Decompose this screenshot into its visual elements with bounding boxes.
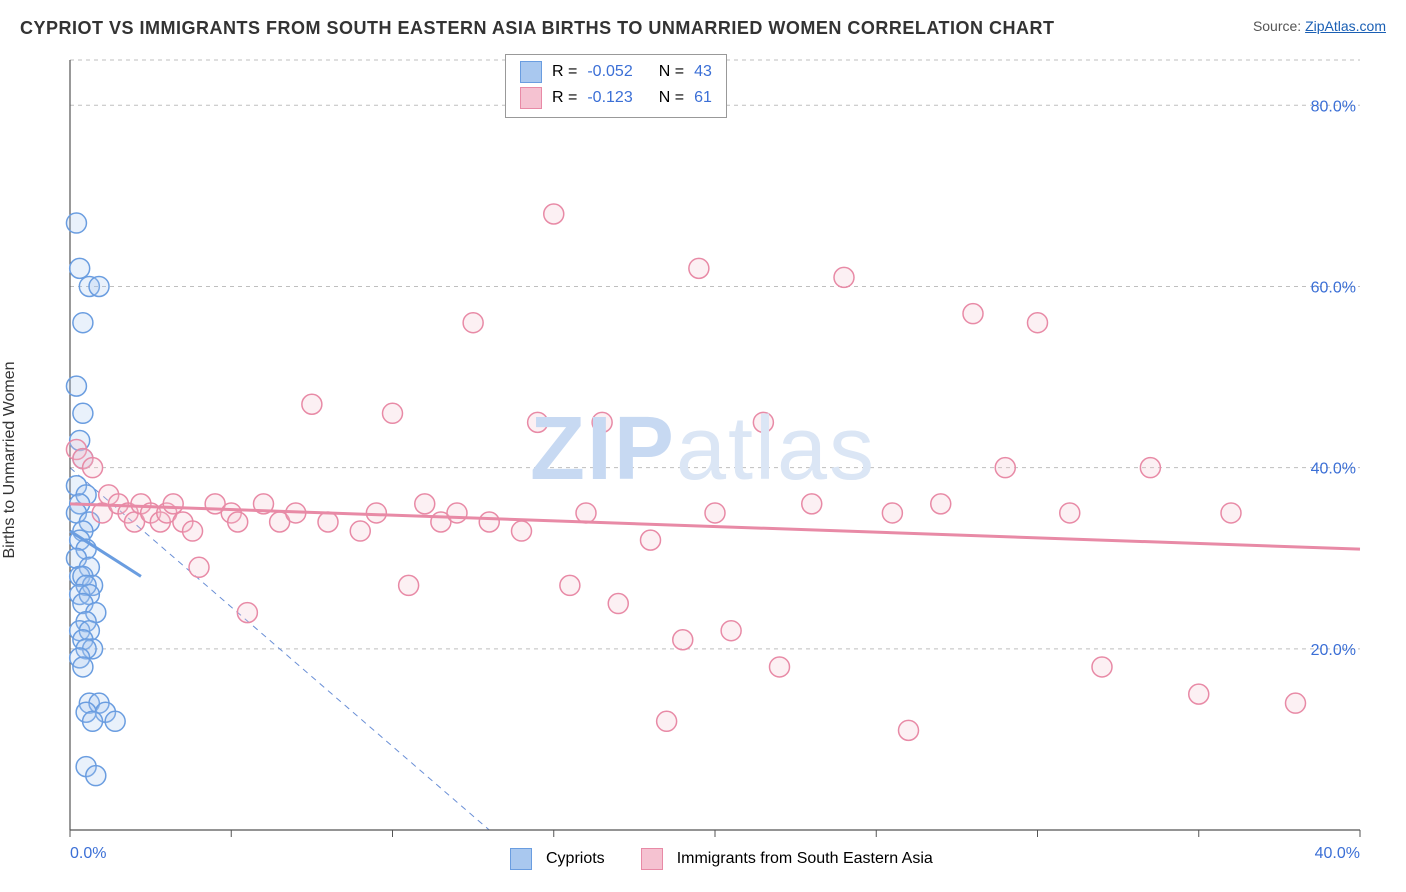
n-label-0: N =	[659, 63, 684, 81]
chart-area: Births to Unmarried Women ZIPatlas R = -…	[20, 50, 1386, 870]
bottom-swatch-0	[510, 848, 532, 870]
correlation-legend: R = -0.052 N = 43 R = -0.123 N = 61	[505, 54, 727, 118]
svg-text:40.0%: 40.0%	[1315, 845, 1360, 862]
source-prefix: Source:	[1253, 18, 1305, 34]
legend-row-0: R = -0.052 N = 43	[520, 59, 712, 85]
r-value-0: -0.052	[587, 63, 632, 81]
n-value-0: 43	[694, 63, 712, 81]
scatter-chart: 0.0% 40.0% 20.0% 40.0% 60.0% 80.0%	[20, 50, 1386, 870]
r-value-1: -0.123	[587, 89, 632, 107]
y-axis-title: Births to Unmarried Women	[1, 361, 19, 558]
svg-text:0.0%: 0.0%	[70, 845, 106, 862]
svg-text:60.0%: 60.0%	[1311, 279, 1356, 296]
bottom-label-1: Immigrants from South Eastern Asia	[677, 850, 933, 868]
series-legend: Cypriots Immigrants from South Eastern A…	[510, 848, 933, 870]
svg-text:80.0%: 80.0%	[1311, 98, 1356, 115]
legend-swatch-0	[520, 61, 542, 83]
chart-title: CYPRIOT VS IMMIGRANTS FROM SOUTH EASTERN…	[20, 18, 1055, 39]
page-root: CYPRIOT VS IMMIGRANTS FROM SOUTH EASTERN…	[0, 0, 1406, 892]
legend-row-1: R = -0.123 N = 61	[520, 85, 712, 111]
r-label-0: R =	[552, 63, 577, 81]
n-label-1: N =	[659, 89, 684, 107]
source-attribution: Source: ZipAtlas.com	[1253, 18, 1386, 34]
source-link[interactable]: ZipAtlas.com	[1305, 18, 1386, 34]
legend-swatch-1	[520, 87, 542, 109]
bottom-swatch-1	[641, 848, 663, 870]
n-value-1: 61	[694, 89, 712, 107]
svg-text:40.0%: 40.0%	[1311, 461, 1356, 478]
bottom-label-0: Cypriots	[546, 850, 605, 868]
r-label-1: R =	[552, 89, 577, 107]
svg-text:20.0%: 20.0%	[1311, 642, 1356, 659]
